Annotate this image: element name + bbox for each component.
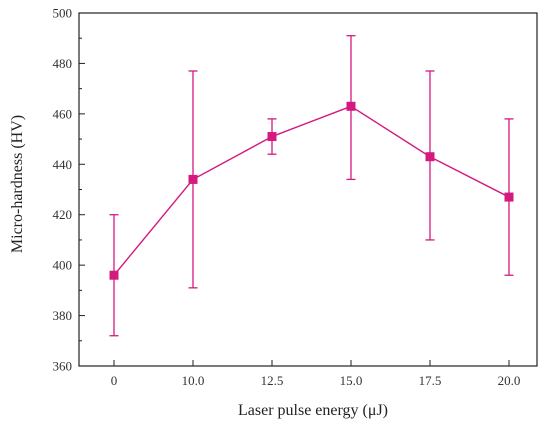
x-tick-label: 10.0 (182, 373, 205, 388)
series-line (113, 105, 510, 276)
data-point (346, 101, 356, 111)
data-point (504, 192, 514, 202)
y-tick-label: 380 (53, 308, 73, 323)
data-point (188, 174, 198, 184)
x-axis-ticks: 0 10.0 12.5 15.0 17.5 20.0 (111, 360, 521, 388)
axes (78, 12, 538, 367)
y-tick-label: 440 (53, 157, 73, 172)
y-axis-ticks: 360 380 400 420 440 460 480 500 (53, 6, 85, 374)
y-tick-label: 480 (53, 56, 73, 71)
y-tick-label: 460 (53, 106, 73, 121)
series-group (109, 101, 514, 280)
x-tick-label: 17.5 (419, 373, 442, 388)
x-axis-title: Laser pulse energy (μJ) (238, 402, 388, 419)
x-tick-label: 12.5 (261, 373, 284, 388)
x-tick-label: 20.0 (498, 373, 521, 388)
x-tick-label: 0 (111, 373, 118, 388)
y-tick-label: 400 (53, 258, 73, 273)
y-tick-label: 500 (53, 6, 73, 21)
y-tick-label: 420 (53, 207, 73, 222)
data-point (267, 132, 277, 142)
y-tick-label: 360 (53, 359, 73, 374)
data-point (109, 270, 119, 280)
x-tick-label: 15.0 (340, 373, 363, 388)
y-axis-title: Micro-hardness (HV) (9, 115, 26, 253)
plot-frame (78, 12, 538, 367)
error-bars (109, 35, 514, 337)
data-point (425, 152, 435, 162)
